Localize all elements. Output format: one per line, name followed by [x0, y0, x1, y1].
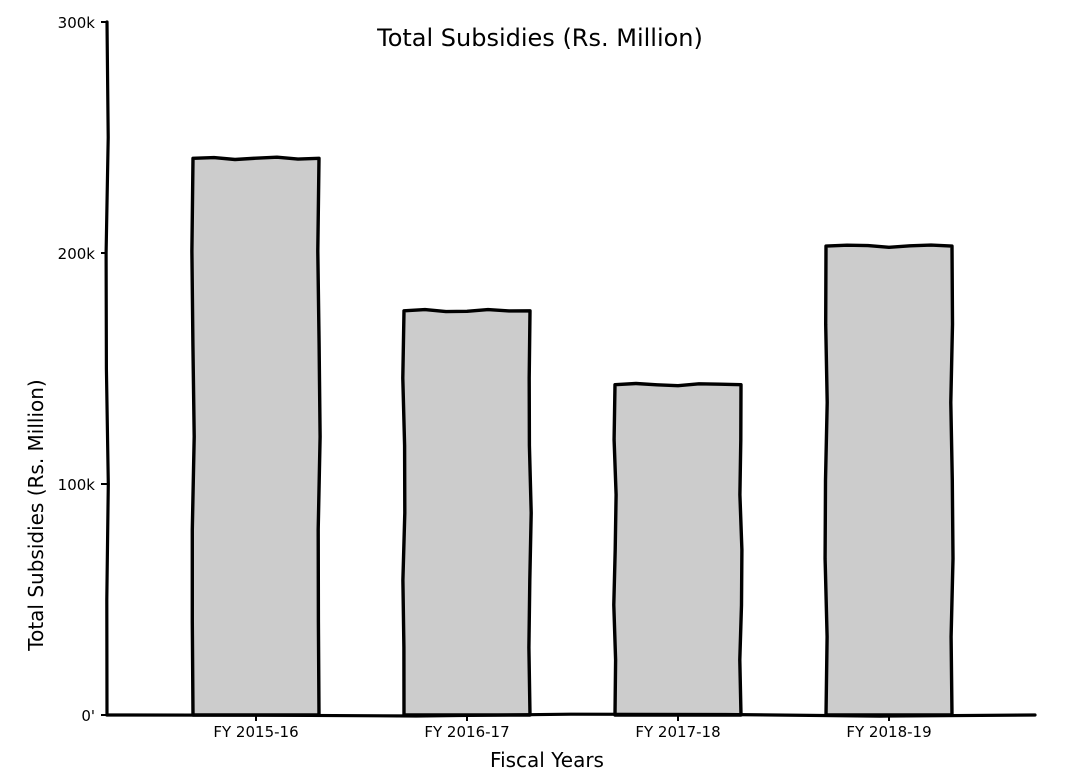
x-tick-label: FY 2018-19 — [846, 723, 931, 741]
bar-fy-2017-18 — [612, 381, 744, 717]
bar-fy-2015-16 — [190, 155, 322, 717]
x-tick-label: FY 2016-17 — [424, 723, 509, 741]
axes-layer — [104, 20, 1037, 718]
chart-title: Total Subsidies (Rs. Million) — [376, 24, 703, 52]
x-ticks-layer: FY 2015-16 FY 2016-17 FY 2017-18 FY 2018-19 — [213, 715, 932, 741]
y-ticks-layer: 0' 100k 200k 300k — [58, 14, 107, 725]
x-axis-line — [105, 712, 1037, 718]
bars-layer — [190, 155, 955, 717]
y-tick-label: 200k — [58, 245, 96, 263]
y-axis-line — [104, 20, 110, 717]
x-tick-label: FY 2015-16 — [213, 723, 298, 741]
y-tick-label: 0' — [81, 707, 95, 725]
y-tick-label: 300k — [58, 14, 96, 32]
y-axis-title: Total Subsidies (Rs. Million) — [24, 379, 48, 651]
x-axis-title: Fiscal Years — [490, 748, 604, 772]
y-tick-label: 100k — [58, 476, 96, 494]
x-tick-label: FY 2017-18 — [635, 723, 720, 741]
bar-fy-2016-17 — [401, 307, 533, 717]
bar-fy-2018-19 — [823, 243, 955, 717]
